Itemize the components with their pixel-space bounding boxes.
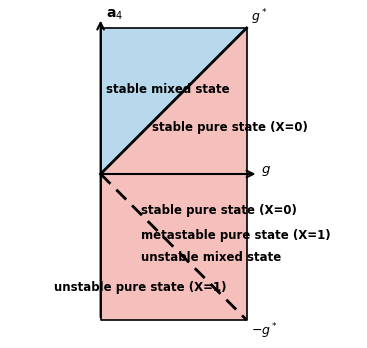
Text: metastable pure state (X=1): metastable pure state (X=1) (142, 229, 331, 242)
Text: a$_4$: a$_4$ (106, 8, 124, 22)
Polygon shape (101, 28, 247, 174)
Text: unstable mixed state: unstable mixed state (142, 251, 282, 264)
Polygon shape (101, 174, 247, 320)
Text: $-g^*$: $-g^*$ (251, 322, 278, 341)
Text: stable pure state (X=0): stable pure state (X=0) (142, 204, 297, 217)
Text: $g^*$: $g^*$ (251, 7, 268, 26)
Text: stable mixed state: stable mixed state (106, 83, 230, 96)
Polygon shape (101, 28, 247, 174)
Text: stable pure state (X=0): stable pure state (X=0) (152, 121, 308, 134)
Text: unstable pure state (X=1): unstable pure state (X=1) (54, 282, 226, 294)
Text: $g$: $g$ (261, 164, 271, 178)
